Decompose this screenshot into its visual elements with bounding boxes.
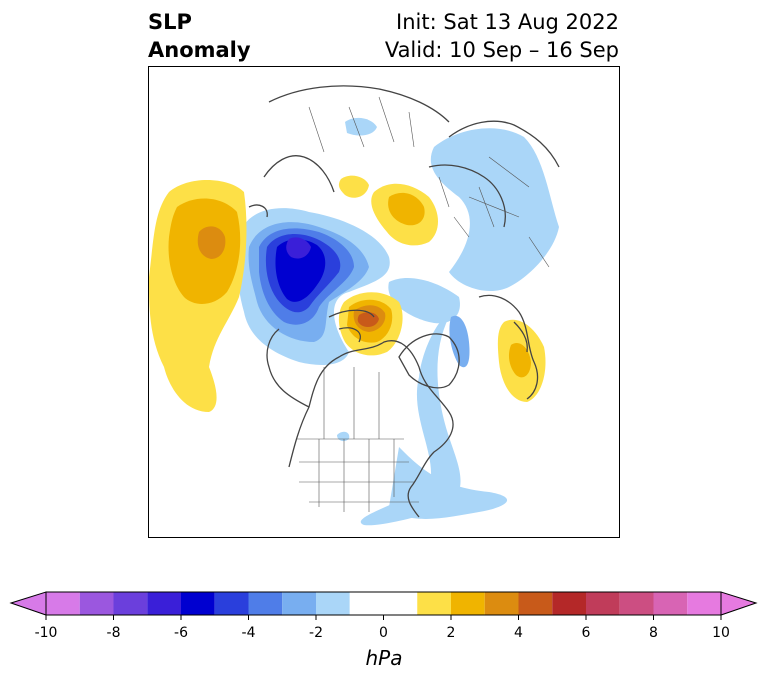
colorbar-ticks: [45, 615, 722, 620]
colorbar-extend-max: [720, 591, 758, 616]
border-asia: [308, 96, 415, 153]
colorbar-cell: [79, 592, 114, 615]
colorbar-tick-label: 4: [514, 625, 523, 641]
colorbar-cell: [46, 592, 80, 615]
colorbar-cell: [214, 592, 249, 615]
pos-anomaly-kara-core: [388, 192, 425, 226]
coast-siberia: [428, 120, 560, 228]
coast-greenland: [398, 333, 460, 389]
anomaly-map: [149, 85, 560, 526]
colorbar-cell: [316, 592, 350, 615]
valid-range: Valid: 10 Sep – 16 Sep: [384, 38, 619, 62]
colorbar-tick-label: -4: [241, 625, 256, 641]
colorbar-cell: [147, 592, 181, 615]
anomaly-fills: [149, 117, 559, 526]
colorbar-extend-min: [9, 591, 47, 616]
title-anomaly: Anomaly: [148, 38, 251, 62]
border-states-2: [299, 461, 419, 503]
colorbar-cell: [451, 592, 485, 615]
colorbar-cell: [113, 592, 148, 615]
colorbar: [9, 591, 758, 620]
colorbar-tick-label: -6: [174, 625, 188, 641]
borders: [297, 96, 550, 512]
colorbar-cell: [687, 592, 721, 615]
coast-alaska: [248, 155, 335, 218]
title-block: SLP Anomaly: [148, 8, 251, 64]
coast-scandinavia: [513, 321, 528, 353]
coast-europe: [478, 294, 539, 400]
neg-anomaly-siberia: [430, 128, 559, 292]
border-canada-provinces: [323, 367, 380, 439]
colorbar-cell: [653, 592, 688, 615]
colorbar-tick-label: 0: [379, 625, 388, 641]
neg-anomaly-small-arctic: [345, 117, 377, 136]
neg-anomaly-greenland: [449, 315, 470, 368]
colorbar-cell: [518, 592, 553, 615]
colorbar-tick-label: 10: [712, 625, 730, 641]
colorbar-tick-label: -8: [106, 625, 121, 641]
date-block: Init: Sat 13 Aug 2022 Valid: 10 Sep – 16…: [385, 8, 619, 64]
colorbar-tick-label: 6: [581, 625, 591, 641]
colorbar-cells: [46, 592, 721, 615]
title-slp: SLP: [148, 10, 192, 34]
colorbar-cell: [484, 592, 519, 615]
colorbar-tick-label: -2: [309, 625, 323, 641]
neg-anomaly-dot: [337, 431, 350, 442]
coast-north-america: [266, 328, 454, 518]
neg-anomaly-low-core: [275, 239, 326, 302]
pos-anomaly-small: [338, 175, 369, 198]
colorbar-cell: [417, 592, 451, 615]
neg-anomaly-scandinavia: [388, 277, 460, 324]
colorbar-cell: [619, 592, 654, 615]
neg-anomaly-atlantic-tail: [389, 447, 508, 519]
colorbar-cell: [282, 592, 316, 615]
colorbar-tick-label: 2: [446, 625, 456, 641]
colorbar-unit: hPa: [365, 646, 403, 670]
colorbar-tick-label: -10: [34, 625, 58, 641]
map-panel: [148, 66, 620, 538]
border-russia: [468, 156, 550, 268]
colorbar-cell: [248, 592, 283, 615]
coast-asia-north: [268, 85, 450, 123]
neg-anomaly-low-center: [286, 237, 311, 259]
pos-anomaly-europe-core: [508, 342, 531, 378]
colorbar-cell: [586, 592, 620, 615]
init-date: Init: Sat 13 Aug 2022: [396, 10, 619, 34]
colorbar-tick-label: 8: [649, 625, 658, 641]
coast-arctic-islands: [328, 309, 375, 343]
colorbar-cell: [552, 592, 586, 615]
border-europe: [438, 176, 495, 238]
colorbar-cell: [349, 592, 418, 615]
coastlines: [248, 85, 560, 518]
neg-anomaly-atlantic: [360, 315, 461, 526]
pos-anomaly-pacific-core: [197, 226, 226, 259]
colorbar-cell: [181, 592, 215, 615]
border-states-1: [318, 439, 395, 512]
